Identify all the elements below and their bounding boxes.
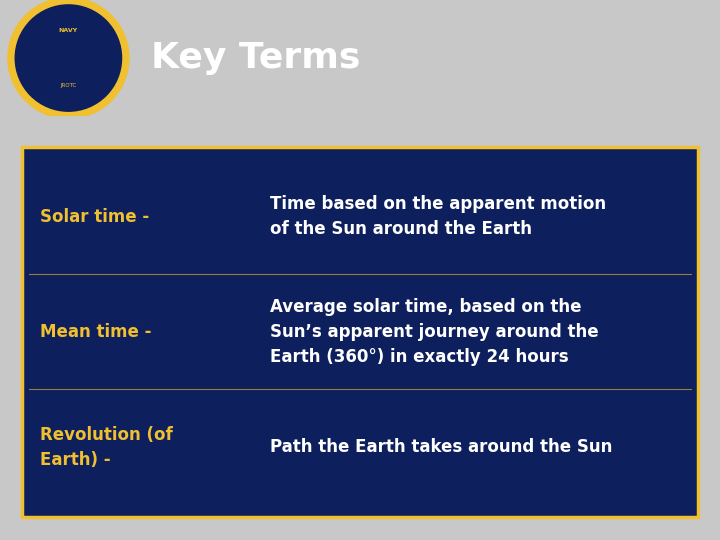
Text: Average solar time, based on the
Sun’s apparent journey around the
Earth (360°) : Average solar time, based on the Sun’s a… [270, 298, 598, 366]
FancyBboxPatch shape [22, 146, 698, 517]
Text: JROTC: JROTC [60, 83, 76, 88]
Text: NAVY: NAVY [59, 28, 78, 33]
Text: Key Terms: Key Terms [151, 41, 361, 75]
Ellipse shape [14, 4, 122, 112]
Ellipse shape [7, 0, 130, 119]
Text: Time based on the apparent motion
of the Sun around the Earth: Time based on the apparent motion of the… [270, 195, 606, 238]
Text: Path the Earth takes around the Sun: Path the Earth takes around the Sun [270, 438, 613, 456]
Text: Revolution (of
Earth) -: Revolution (of Earth) - [40, 426, 172, 469]
Text: Mean time -: Mean time - [40, 323, 151, 341]
Text: Solar time -: Solar time - [40, 208, 149, 226]
